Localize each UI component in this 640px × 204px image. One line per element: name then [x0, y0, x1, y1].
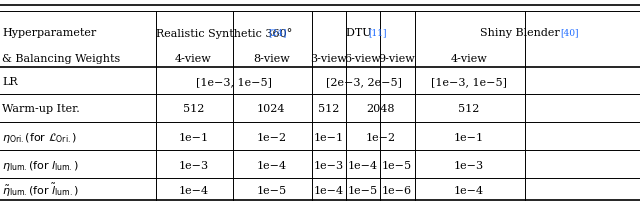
- Text: 2048: 2048: [367, 104, 395, 114]
- Text: 512: 512: [317, 104, 339, 114]
- Text: 1e−5: 1e−5: [347, 185, 378, 195]
- Text: 9-view: 9-view: [378, 54, 415, 64]
- Text: 8-view: 8-view: [253, 54, 290, 64]
- Text: [2e−3, 2e−5]: [2e−3, 2e−5]: [326, 77, 402, 86]
- Text: 1e−2: 1e−2: [256, 132, 287, 142]
- Text: Shiny Blender: Shiny Blender: [479, 28, 563, 38]
- Text: 3-view: 3-view: [310, 54, 347, 64]
- Text: 512: 512: [458, 104, 480, 114]
- Text: Hyperparameter: Hyperparameter: [2, 28, 96, 38]
- Text: 1e−1: 1e−1: [178, 132, 209, 142]
- Text: 1e−5: 1e−5: [256, 185, 287, 195]
- Text: 1e−3: 1e−3: [178, 160, 209, 170]
- Text: 512: 512: [182, 104, 204, 114]
- Text: 4-view: 4-view: [451, 54, 488, 64]
- Text: 6-view: 6-view: [344, 54, 381, 64]
- Text: 1e−3: 1e−3: [313, 160, 344, 170]
- Text: $\eta_{\mathrm{lum.}}$(for $l_{\mathrm{lum.}}$): $\eta_{\mathrm{lum.}}$(for $l_{\mathrm{l…: [2, 158, 79, 172]
- Text: 1e−6: 1e−6: [381, 185, 412, 195]
- Text: [1e−3, 1e−5]: [1e−3, 1e−5]: [431, 77, 507, 86]
- Text: 1e−1: 1e−1: [313, 132, 344, 142]
- Text: LR: LR: [2, 77, 17, 86]
- Text: $\tilde{\eta}_{\mathrm{lum.}}$(for $\tilde{l}_{\mathrm{lum.}}$): $\tilde{\eta}_{\mathrm{lum.}}$(for $\til…: [2, 181, 79, 198]
- Text: 1e−1: 1e−1: [454, 132, 484, 142]
- Text: 1e−3: 1e−3: [454, 160, 484, 170]
- Text: 1e−2: 1e−2: [365, 132, 396, 142]
- Text: 4-view: 4-view: [175, 54, 212, 64]
- Text: [24]: [24]: [268, 29, 287, 38]
- Text: 1e−5: 1e−5: [381, 160, 412, 170]
- Text: $\eta_{\mathrm{Ori.}}$(for $\mathcal{L}_{\mathrm{Ori.}}$): $\eta_{\mathrm{Ori.}}$(for $\mathcal{L}_…: [2, 130, 77, 144]
- Text: 1024: 1024: [257, 104, 285, 114]
- Text: 1e−4: 1e−4: [454, 185, 484, 195]
- Text: [1e−3, 1e−5]: [1e−3, 1e−5]: [196, 77, 272, 86]
- Text: 1e−4: 1e−4: [256, 160, 287, 170]
- Text: 1e−4: 1e−4: [347, 160, 378, 170]
- Text: [11]: [11]: [369, 29, 387, 38]
- Text: 1e−4: 1e−4: [313, 185, 344, 195]
- Text: DTU: DTU: [346, 28, 375, 38]
- Text: [40]: [40]: [560, 29, 579, 38]
- Text: & Balancing Weights: & Balancing Weights: [2, 54, 120, 64]
- Text: 1e−4: 1e−4: [178, 185, 209, 195]
- Text: Warm-up Iter.: Warm-up Iter.: [2, 104, 79, 114]
- Text: Realistic Synthetic 360°: Realistic Synthetic 360°: [156, 28, 296, 39]
